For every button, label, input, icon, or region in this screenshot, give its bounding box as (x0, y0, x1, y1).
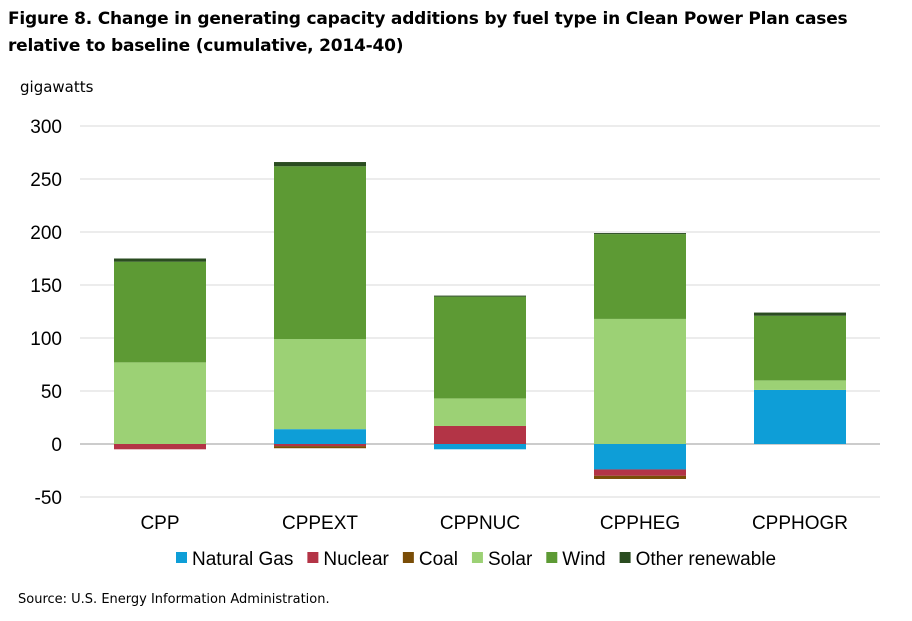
legend-swatch-natural-gas (176, 552, 187, 563)
legend-label: Other renewable (636, 549, 776, 570)
legend-label: Natural Gas (192, 549, 293, 570)
bar-segment-natural-gas (274, 429, 366, 444)
bar-segment-nuclear (594, 469, 686, 476)
y-tick-label: 300 (30, 117, 62, 138)
legend-label: Wind (562, 549, 605, 570)
legend-swatch-coal (402, 552, 414, 563)
x-tick-label: CPPEXT (282, 513, 358, 534)
bar-segment-nuclear (114, 444, 206, 450)
bar-segment-solar (114, 362, 206, 444)
y-tick-label: 100 (30, 329, 62, 350)
chart-title: Figure 8. Change in generating capacity … (8, 9, 848, 56)
source-note: Source: U.S. Energy Information Administ… (18, 592, 330, 607)
bars (114, 162, 846, 479)
legend-swatch-wind (546, 552, 558, 563)
y-axis-unit-label: gigawatts (20, 78, 94, 96)
y-tick-label: 200 (30, 223, 62, 244)
bar-segment-natural-gas (754, 389, 846, 444)
legend-swatch-other-renewable (619, 552, 631, 563)
bar-segment-other-renewable (114, 258, 206, 262)
bar-segment-natural-gas (434, 444, 526, 450)
y-tick-labels: -50 0 50 100 150 200 250 300 (30, 117, 62, 509)
bar-segment-coal (274, 446, 366, 449)
bar-segment-solar (754, 380, 846, 390)
x-tick-labels: CPP CPPEXT CPPNUC CPPHEG CPPHOGR (140, 513, 848, 534)
legend-swatch-nuclear (307, 552, 319, 563)
bar-segment-natural-gas (594, 444, 686, 470)
y-tick-label: -50 (35, 488, 62, 509)
x-tick-label: CPPNUC (440, 513, 520, 534)
bar-segment-wind (754, 315, 846, 381)
x-tick-label: CPP (140, 513, 179, 534)
legend: Natural Gas Nuclear Coal Solar Wind Other ren… (176, 549, 776, 570)
bar-segment-other-renewable (594, 233, 686, 235)
legend-label: Nuclear (323, 549, 389, 570)
bar-segment-coal (594, 475, 686, 479)
bar-segment-solar (594, 318, 686, 444)
bar-segment-wind (434, 296, 526, 399)
x-tick-label: CPPHOGR (752, 513, 848, 534)
legend-label: Coal (419, 549, 458, 570)
legend-label: Solar (488, 549, 533, 570)
bar-segment-wind (274, 166, 366, 340)
bar-segment-other-renewable (434, 295, 526, 297)
y-tick-label: 0 (51, 435, 62, 456)
y-tick-label: 50 (41, 382, 62, 403)
legend-swatch-solar (471, 552, 483, 563)
y-tick-label: 150 (30, 276, 62, 297)
bar-segment-nuclear (274, 444, 366, 447)
bar-segment-solar (434, 398, 526, 426)
bar-segment-wind (114, 261, 206, 363)
bar-segment-other-renewable (754, 312, 846, 316)
bar-segment-solar (274, 339, 366, 430)
y-tick-label: 250 (30, 170, 62, 191)
bar-segment-wind (594, 234, 686, 319)
bar-segment-other-renewable (274, 162, 366, 167)
x-tick-label: CPPHEG (600, 513, 680, 534)
bar-segment-nuclear (434, 425, 526, 444)
